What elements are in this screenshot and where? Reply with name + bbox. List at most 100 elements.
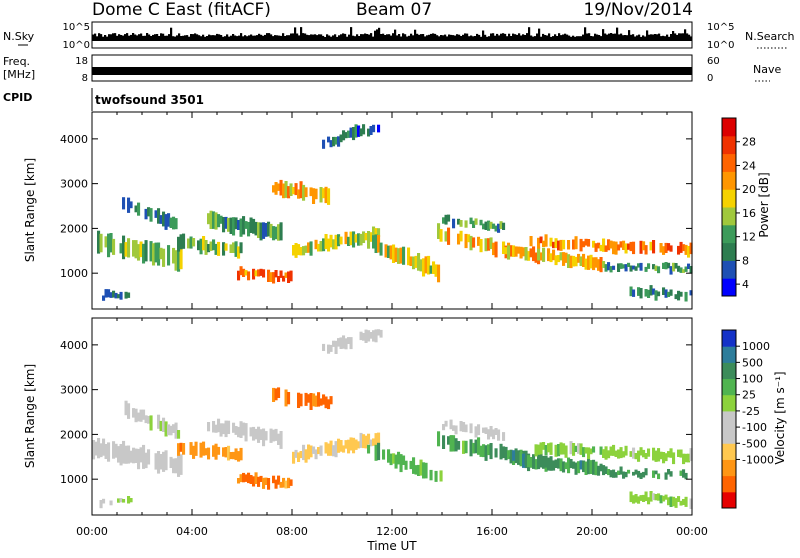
nsky-bar — [306, 34, 309, 41]
power-cell — [344, 231, 348, 245]
velocity-cell — [554, 459, 558, 468]
velocity-cell — [204, 448, 208, 456]
power-cell — [429, 265, 433, 274]
velocity-cell — [449, 419, 453, 430]
power-cell — [559, 239, 563, 251]
power-cell — [262, 269, 266, 278]
nsky-bar — [440, 35, 443, 41]
power-cell — [249, 217, 253, 233]
velocity-colorbar-swatch — [722, 378, 736, 396]
power-cell — [142, 243, 146, 264]
nsky-bar — [400, 36, 403, 41]
velocity-cell — [192, 445, 196, 459]
power-cell — [112, 290, 116, 298]
nsky-bar — [286, 35, 289, 41]
nsky-top-tick-left: 10^5 — [63, 22, 90, 33]
power-cell — [542, 247, 546, 262]
power-colorbar-swatch — [722, 189, 736, 208]
velocity-cell — [594, 461, 598, 476]
nsky-bar — [238, 35, 241, 41]
power-cell — [509, 245, 513, 257]
velocity-cell — [234, 426, 238, 435]
nsky-bar — [288, 35, 291, 41]
power-cell — [284, 181, 288, 198]
nsky-bar — [602, 29, 605, 41]
power-cell — [347, 236, 351, 246]
nsky-bar — [246, 36, 249, 41]
power-cell — [264, 223, 268, 237]
nsky-bar — [392, 33, 395, 41]
velocity-cell — [284, 389, 288, 407]
velocity-cell — [519, 452, 523, 464]
nsky-bar — [504, 33, 507, 41]
power-cell — [597, 259, 601, 271]
velocity-colorbar-tick-label: 100 — [742, 373, 763, 386]
power-cell — [217, 241, 221, 256]
nsky-bar — [690, 36, 693, 41]
nsky-bar — [158, 36, 161, 41]
power-cell — [569, 255, 573, 269]
power-cell — [277, 276, 281, 282]
nsky-bar — [328, 35, 331, 41]
nsky-bar — [252, 35, 255, 41]
power-cell — [402, 246, 406, 265]
nsky-bar — [596, 34, 599, 41]
velocity-cell — [534, 459, 538, 470]
power-cell — [229, 244, 233, 253]
power-cell — [469, 235, 473, 251]
power-cell — [279, 270, 283, 278]
power-cell — [539, 236, 543, 244]
power-cell — [602, 261, 606, 268]
power-cell — [177, 236, 181, 252]
velocity-cell — [274, 479, 278, 489]
velocity-cell — [334, 441, 338, 458]
nsky-bar — [582, 34, 585, 41]
nsky-bar — [368, 34, 371, 41]
power-cell — [217, 214, 221, 228]
velocity-cell — [317, 392, 321, 407]
nsky-bar — [274, 35, 277, 41]
nsky-bar — [640, 36, 643, 41]
power-cell — [649, 241, 653, 251]
nsky-bar — [126, 33, 129, 41]
power-cell — [629, 265, 633, 272]
nsky-bar — [636, 35, 639, 41]
velocity-cell — [654, 450, 658, 462]
velocity-cell — [574, 445, 578, 452]
power-cell — [579, 238, 583, 252]
power-cell — [169, 217, 173, 228]
power-cell — [277, 183, 281, 191]
velocity-cell — [527, 455, 531, 467]
power-cell — [287, 271, 291, 283]
nsky-bar — [136, 35, 139, 41]
velocity-cell — [604, 466, 608, 474]
velocity-cell — [359, 331, 363, 341]
nsky-bar — [374, 30, 377, 41]
nsky-bar — [196, 34, 199, 41]
power-cell — [284, 272, 288, 278]
nsky-bar — [626, 35, 629, 41]
velocity-cell — [92, 440, 96, 460]
power-cell — [104, 289, 108, 298]
velocity-cell — [609, 446, 613, 456]
velocity-cell — [492, 429, 496, 440]
velocity-cell — [372, 438, 376, 446]
velocity-cell — [169, 425, 173, 436]
power-cell — [224, 216, 228, 229]
velocity-colorbar: 1000 500 100 25 -25 -100 -500 -1000 — [721, 329, 774, 509]
velocity-cell — [634, 469, 638, 475]
velocity-cell — [404, 460, 408, 470]
power-cell — [644, 245, 648, 255]
velocity-cell — [634, 494, 638, 503]
power-cell — [399, 247, 403, 264]
velocity-cell — [322, 394, 326, 405]
power-colorbar-tick-label: 8 — [742, 254, 749, 267]
y-tick-label: 2000 — [60, 222, 88, 235]
velocity-cell — [632, 471, 636, 476]
x-tick-label: 20:00 — [576, 525, 608, 538]
y-tick-label: 4000 — [60, 133, 88, 146]
velocity-cell — [647, 448, 651, 457]
velocity-cell — [442, 435, 446, 449]
power-cell — [132, 240, 136, 257]
